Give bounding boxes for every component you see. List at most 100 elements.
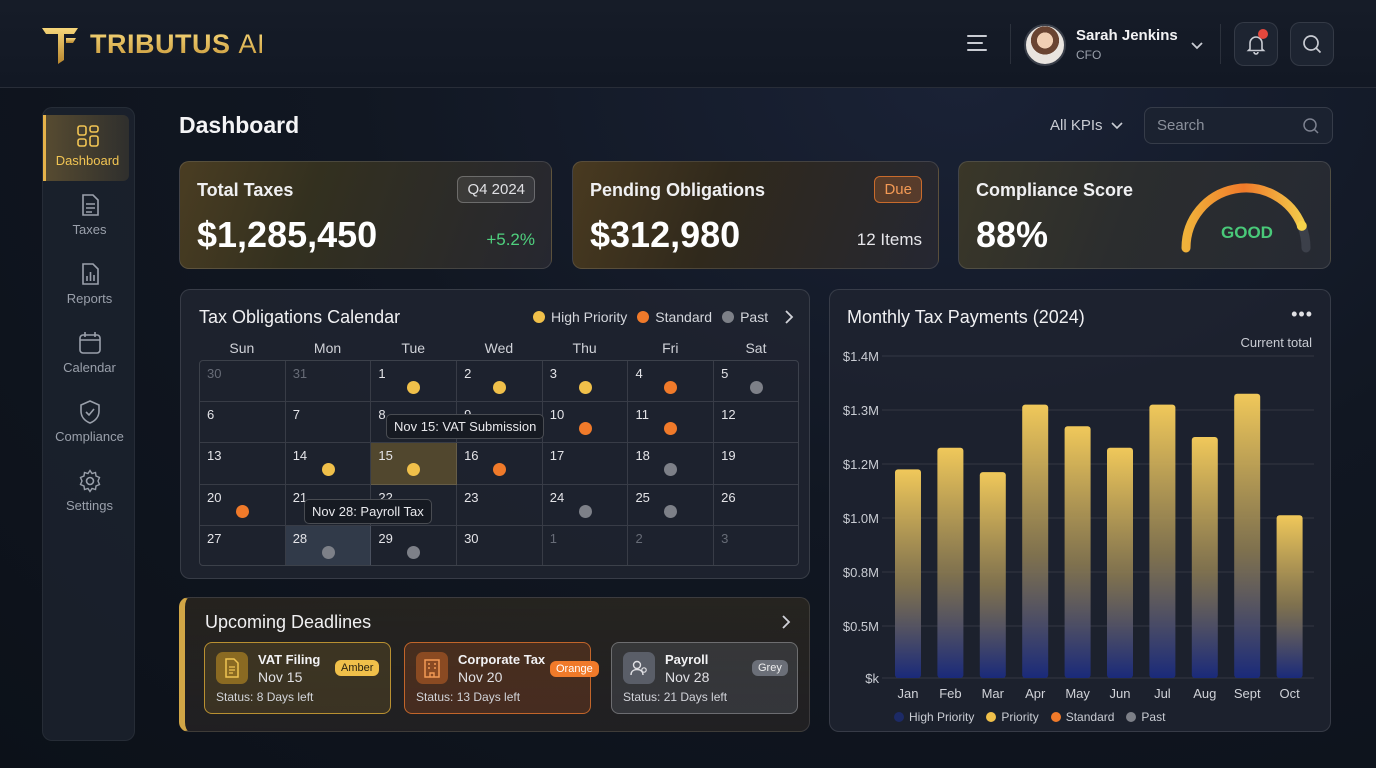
calendar-day-cell[interactable]: 18 xyxy=(628,443,715,485)
kpi-card-pending-obligations[interactable]: Pending Obligations Due $312,980 12 Item… xyxy=(572,161,939,269)
calendar-day-cell[interactable]: 17 xyxy=(542,443,629,485)
notifications-button[interactable] xyxy=(1234,22,1278,66)
day-number: 2 xyxy=(464,366,472,381)
day-number: 29 xyxy=(378,530,393,546)
sidebar-item-calendar[interactable]: Calendar xyxy=(43,322,136,388)
bar-oct[interactable] xyxy=(1276,515,1303,678)
calendar-day-cell[interactable]: 24 xyxy=(542,484,629,526)
divider xyxy=(1220,24,1221,64)
chevron-down-icon[interactable] xyxy=(1190,38,1204,56)
upcoming-deadlines-card: Upcoming Deadlines VAT Filing Nov 15 Amb… xyxy=(179,597,810,732)
calendar-day-cell[interactable]: 4 xyxy=(628,361,715,403)
calendar-day-cell[interactable]: 13 xyxy=(200,443,286,485)
calendar-day-cell[interactable]: 15 xyxy=(371,443,458,485)
calendar-day-cell[interactable]: 6 xyxy=(200,402,286,444)
chevron-right-icon[interactable] xyxy=(783,309,795,325)
bar-aug[interactable] xyxy=(1191,437,1218,678)
day-number: 4 xyxy=(635,366,643,381)
legend-item: Priority xyxy=(986,710,1039,724)
gear-icon xyxy=(79,469,100,493)
bar-sept[interactable] xyxy=(1234,393,1261,678)
weekday-label: Thu xyxy=(572,340,597,356)
brand-logo[interactable]: TRIBUTUS AI xyxy=(40,24,265,64)
day-number: 30 xyxy=(464,530,479,546)
calendar-day-cell[interactable]: 2 xyxy=(457,361,543,403)
day-number: 17 xyxy=(549,448,565,464)
brand-name: TRIBUTUS AI xyxy=(90,28,266,59)
tax-calendar-card: Tax Obligations Calendar High Priority S… xyxy=(180,289,810,579)
day-number: 23 xyxy=(464,489,479,505)
calendar-day-cell[interactable]: 2 xyxy=(628,525,715,565)
calendar-day-cell[interactable]: 31 xyxy=(285,361,372,403)
x-tick-label: Aug xyxy=(1193,686,1216,701)
avatar[interactable] xyxy=(1024,24,1066,66)
legend-item: Past xyxy=(722,309,768,325)
day-number: 31 xyxy=(292,366,308,381)
calendar-day-cell[interactable]: 30 xyxy=(200,361,286,403)
global-search-button[interactable] xyxy=(1290,22,1334,66)
calendar-day-cell[interactable]: 20 xyxy=(200,484,286,526)
calendar-day-cell[interactable]: 19 xyxy=(714,443,798,485)
bar-jul[interactable] xyxy=(1149,404,1176,678)
sidebar-item-taxes[interactable]: Taxes xyxy=(43,184,136,250)
bar-jan[interactable] xyxy=(895,469,921,678)
calendar-day-cell[interactable]: 23 xyxy=(457,484,543,526)
calendar-day-cell[interactable]: 16 xyxy=(457,443,543,485)
event-dot-high xyxy=(407,463,421,477)
menu-toggle-icon[interactable] xyxy=(964,33,992,55)
more-options-icon[interactable]: ••• xyxy=(1291,304,1313,324)
sidebar-item-reports[interactable]: Reports xyxy=(43,253,136,319)
event-dot-std xyxy=(664,381,678,394)
calendar-day-cell[interactable]: 25 xyxy=(628,484,715,526)
bar-jun[interactable] xyxy=(1107,447,1133,678)
sidebar-item-dashboard[interactable]: Dashboard xyxy=(43,115,129,181)
kpi-filter-dropdown[interactable]: All KPIs xyxy=(1050,117,1123,134)
day-number: 20 xyxy=(207,489,222,505)
sidebar-item-settings[interactable]: Settings xyxy=(43,460,136,526)
sidebar-item-label: Reports xyxy=(66,291,113,306)
user-name[interactable]: Sarah Jenkins xyxy=(1076,27,1178,44)
calendar-day-cell[interactable]: 14 xyxy=(285,443,372,485)
calendar-day-cell[interactable]: 1 xyxy=(371,361,458,403)
calendar-grid: 3031123456789101112131415161718192021222… xyxy=(199,360,799,566)
deadline-card-vat[interactable]: VAT Filing Nov 15 Amber Status: 8 Days l… xyxy=(204,642,391,714)
kpi-items-count: 12 Items xyxy=(856,230,922,249)
bar-may[interactable] xyxy=(1064,426,1091,678)
event-dot-std xyxy=(493,463,507,477)
calendar-day-cell[interactable]: 12 xyxy=(714,402,798,444)
sidebar-item-compliance[interactable]: Compliance xyxy=(43,391,136,457)
day-number: 27 xyxy=(207,530,222,546)
event-dot-past xyxy=(664,463,678,477)
calendar-day-cell[interactable]: 10 xyxy=(542,402,629,444)
calendar-day-cell[interactable]: 26 xyxy=(714,485,798,526)
kpi-card-total-taxes[interactable]: Total Taxes Q4 2024 $1,285,450 +5.2% xyxy=(179,161,552,269)
search-icon xyxy=(1303,35,1322,54)
bar-mar[interactable] xyxy=(979,472,1006,678)
y-tick-label: $0.8M xyxy=(843,565,879,580)
building-icon xyxy=(416,652,448,684)
deadline-name: VAT Filing xyxy=(258,652,321,667)
search-input[interactable] xyxy=(1145,108,1295,143)
search-icon[interactable] xyxy=(1302,117,1320,135)
calendar-day-cell[interactable]: 30 xyxy=(457,525,543,565)
deadline-card-corporate-tax[interactable]: Corporate Tax Nov 20 Orange Status: 13 D… xyxy=(404,642,599,714)
calendar-day-cell[interactable]: 28 xyxy=(285,525,372,565)
calendar-day-cell[interactable]: 3 xyxy=(714,526,798,565)
period-badge[interactable]: Q4 2024 xyxy=(457,176,535,203)
calendar-day-cell[interactable]: 5 xyxy=(714,361,798,403)
calendar-day-cell[interactable]: 27 xyxy=(200,525,286,565)
calendar-day-cell[interactable]: 11 xyxy=(628,402,715,444)
calendar-day-cell[interactable]: 3 xyxy=(542,361,629,403)
day-number: 6 xyxy=(207,407,215,423)
deadline-status: Status: 8 Days left xyxy=(216,690,314,704)
bar-feb[interactable] xyxy=(937,447,964,678)
bar-apr[interactable] xyxy=(1022,404,1049,678)
x-tick-label: Oct xyxy=(1279,686,1300,701)
y-tick-label: $1.0M xyxy=(843,511,879,526)
deadline-card-payroll[interactable]: Payroll Nov 28 Grey Status: 21 Days left xyxy=(611,642,798,714)
calendar-day-cell[interactable]: 7 xyxy=(285,402,372,444)
calendar-day-cell[interactable]: 29 xyxy=(371,525,458,565)
calendar-day-cell[interactable]: 1 xyxy=(543,525,629,565)
chevron-right-icon[interactable] xyxy=(780,614,792,630)
kpi-card-compliance-score[interactable]: Compliance Score 88% GOOD xyxy=(958,161,1331,269)
